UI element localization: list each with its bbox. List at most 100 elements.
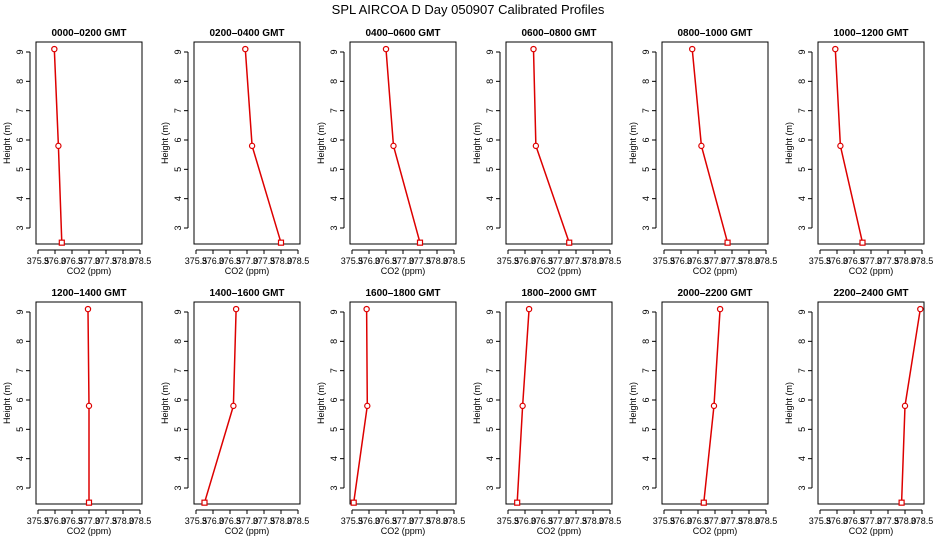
- y-tick-label: 7: [329, 108, 339, 113]
- y-tick-label: 9: [173, 309, 183, 314]
- x-tick-label: 378.5: [755, 516, 778, 526]
- data-point: [84, 305, 92, 313]
- x-tick-label: 376.0: [202, 516, 225, 526]
- data-point: [232, 305, 240, 313]
- x-tick-label: 378.0: [894, 256, 917, 266]
- y-tick-label: 3: [485, 225, 495, 230]
- y-tick-label: 9: [329, 309, 339, 314]
- data-point: [700, 499, 707, 506]
- y-tick-label: 9: [173, 49, 183, 54]
- chart-panel-8: 1400–1600 GMT375.5376.0376.5377.0377.537…: [160, 288, 309, 536]
- data-point: [416, 239, 424, 246]
- y-tick-label: 7: [173, 108, 183, 113]
- x-tick-label: 376.0: [514, 256, 537, 266]
- panel-title: 0800–1000 GMT: [677, 28, 752, 39]
- x-tick-label: 376.5: [375, 516, 398, 526]
- plot-frame: [349, 301, 457, 505]
- x-tick-label: 378.0: [112, 516, 135, 526]
- y-tick-label: 4: [329, 456, 339, 461]
- plot-frame: [817, 301, 925, 505]
- x-tick-label: 375.5: [653, 516, 676, 526]
- y-tick-label: 5: [15, 427, 25, 432]
- y-tick-label: 6: [641, 137, 651, 142]
- panel-title: 1200–1400 GMT: [51, 288, 126, 299]
- data-point: [51, 45, 58, 53]
- y-axis-label: Height (m): [2, 122, 12, 164]
- chart-panel-10: 1800–2000 GMT375.5376.0376.5377.0377.537…: [472, 288, 621, 536]
- data-point: [382, 45, 390, 53]
- plot-frame: [505, 301, 613, 505]
- chart-panel-9: 1600–1800 GMT375.5376.0376.5377.0377.537…: [316, 288, 465, 536]
- y-tick-label: 3: [485, 485, 495, 490]
- y-tick-label: 5: [641, 427, 651, 432]
- data-point: [85, 499, 93, 506]
- data-point: [901, 402, 909, 410]
- x-tick-label: 376.0: [44, 516, 67, 526]
- chart-panel-5: 0800–1000 GMT375.5376.0376.5377.0377.537…: [628, 28, 777, 276]
- y-tick-label: 8: [797, 79, 807, 84]
- x-tick-label: 377.0: [704, 256, 727, 266]
- y-tick-label: 9: [329, 49, 339, 54]
- x-tick-label: 377.0: [392, 516, 415, 526]
- x-tick-label: 378.0: [738, 516, 761, 526]
- x-tick-label: 376.5: [531, 256, 554, 266]
- y-tick-label: 6: [173, 397, 183, 402]
- y-tick-label: 7: [797, 368, 807, 373]
- data-point: [58, 239, 65, 246]
- x-tick-label: 376.5: [687, 256, 710, 266]
- x-tick-label: 377.5: [877, 256, 900, 266]
- x-tick-label: 378.5: [443, 516, 466, 526]
- data-point: [724, 239, 731, 246]
- x-axis-label: CO2 (ppm): [67, 526, 112, 536]
- y-tick-label: 5: [485, 167, 495, 172]
- x-tick-label: 376.5: [219, 256, 242, 266]
- plot-frame: [505, 41, 613, 245]
- y-tick-label: 4: [797, 196, 807, 201]
- x-tick-label: 378.0: [738, 256, 761, 266]
- y-axis-label: Height (m): [784, 382, 794, 424]
- y-tick-label: 8: [329, 339, 339, 344]
- y-tick-label: 8: [485, 339, 495, 344]
- y-axis-label: Height (m): [2, 382, 12, 424]
- y-tick-label: 7: [641, 368, 651, 373]
- x-tick-label: 375.5: [27, 256, 50, 266]
- y-tick-label: 6: [329, 137, 339, 142]
- y-tick-label: 4: [329, 196, 339, 201]
- y-tick-label: 7: [797, 108, 807, 113]
- y-tick-label: 5: [329, 167, 339, 172]
- x-tick-label: 375.5: [27, 516, 50, 526]
- x-tick-label: 375.5: [497, 256, 520, 266]
- y-tick-label: 6: [173, 137, 183, 142]
- y-tick-label: 4: [641, 196, 651, 201]
- x-axis-label: CO2 (ppm): [67, 266, 112, 276]
- x-tick-label: 376.0: [358, 256, 381, 266]
- y-tick-label: 7: [15, 368, 25, 373]
- y-tick-label: 5: [485, 427, 495, 432]
- x-axis-label: CO2 (ppm): [693, 266, 738, 276]
- x-tick-label: 375.5: [809, 516, 832, 526]
- panel-title: 0000–0200 GMT: [51, 28, 126, 39]
- y-tick-label: 3: [329, 225, 339, 230]
- x-tick-label: 378.5: [129, 516, 152, 526]
- y-tick-label: 9: [641, 309, 651, 314]
- y-tick-label: 6: [797, 137, 807, 142]
- y-tick-label: 9: [15, 309, 25, 314]
- x-tick-label: 376.5: [375, 256, 398, 266]
- x-tick-label: 377.5: [95, 516, 118, 526]
- data-point: [519, 402, 526, 410]
- y-axis-label: Height (m): [316, 122, 326, 164]
- x-tick-label: 377.5: [565, 516, 588, 526]
- x-tick-label: 376.5: [687, 516, 710, 526]
- x-tick-label: 375.5: [341, 256, 364, 266]
- y-tick-label: 9: [797, 309, 807, 314]
- y-tick-label: 3: [797, 485, 807, 490]
- chart-panel-2: 0200–0400 GMT375.5376.0376.5377.0377.537…: [160, 28, 309, 276]
- y-tick-label: 3: [797, 225, 807, 230]
- chart-panel-7: 1200–1400 GMT375.5376.0376.5377.0377.537…: [2, 288, 151, 536]
- x-axis-label: CO2 (ppm): [693, 526, 738, 536]
- x-tick-label: 378.0: [582, 256, 605, 266]
- data-point: [277, 239, 285, 246]
- panel-title: 1000–1200 GMT: [833, 28, 908, 39]
- y-tick-label: 3: [329, 485, 339, 490]
- x-axis-label: CO2 (ppm): [537, 526, 582, 536]
